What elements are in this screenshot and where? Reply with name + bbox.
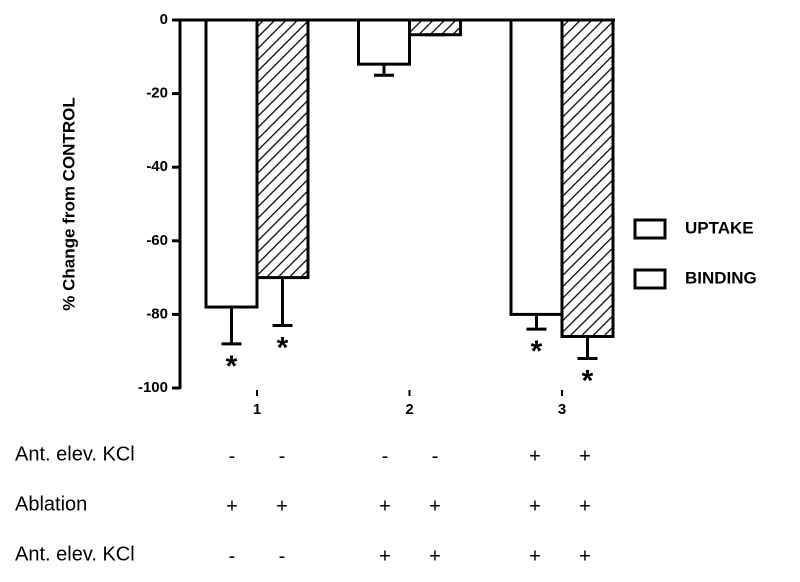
- x-tick-label: 1: [253, 401, 261, 418]
- x-tick-label: 2: [405, 401, 413, 418]
- legend-swatch: [633, 218, 667, 240]
- bar: [408, 18, 462, 37]
- y-tick-label: -40: [146, 158, 168, 175]
- bar: [357, 18, 411, 66]
- condition-sign: +: [429, 495, 441, 517]
- y-tick-label: -20: [146, 85, 168, 102]
- condition-sign: -: [229, 445, 236, 467]
- condition-sign: +: [579, 495, 591, 517]
- x-tick-label: 3: [558, 401, 566, 418]
- significance-label: *: [531, 335, 543, 368]
- y-tick-label: -100: [138, 379, 168, 396]
- condition-sign: -: [382, 445, 389, 467]
- y-axis-label: % Change from CONTROL: [59, 97, 78, 310]
- significance-label: *: [277, 331, 289, 364]
- condition-sign: -: [229, 545, 236, 567]
- y-tick-label: -60: [146, 232, 168, 249]
- condition-sign: +: [226, 495, 238, 517]
- bar: [560, 18, 615, 338]
- condition-sign: -: [432, 445, 439, 467]
- condition-sign: +: [379, 545, 391, 567]
- significance-label: *: [582, 364, 594, 397]
- condition-sign: +: [529, 445, 541, 467]
- condition-sign: +: [529, 545, 541, 567]
- condition-sign: +: [379, 495, 391, 517]
- condition-label: Ant. elev. KCl: [15, 543, 135, 565]
- condition-label: Ant. elev. KCl: [15, 443, 135, 465]
- legend-label: UPTAKE: [685, 218, 754, 237]
- condition-sign: +: [529, 495, 541, 517]
- condition-label: Ablation: [15, 493, 87, 515]
- condition-sign: -: [279, 545, 286, 567]
- y-tick-label: 0: [160, 11, 168, 28]
- condition-sign: +: [579, 545, 591, 567]
- bar: [509, 18, 564, 316]
- condition-sign: +: [579, 445, 591, 467]
- condition-sign: -: [279, 445, 286, 467]
- bar: [204, 18, 259, 309]
- bar: [255, 18, 310, 280]
- y-tick-label: -80: [146, 305, 168, 322]
- condition-sign: +: [276, 495, 288, 517]
- legend-swatch: [633, 268, 667, 290]
- legend-label: BINDING: [685, 268, 757, 287]
- significance-label: *: [226, 350, 238, 383]
- condition-sign: +: [429, 545, 441, 567]
